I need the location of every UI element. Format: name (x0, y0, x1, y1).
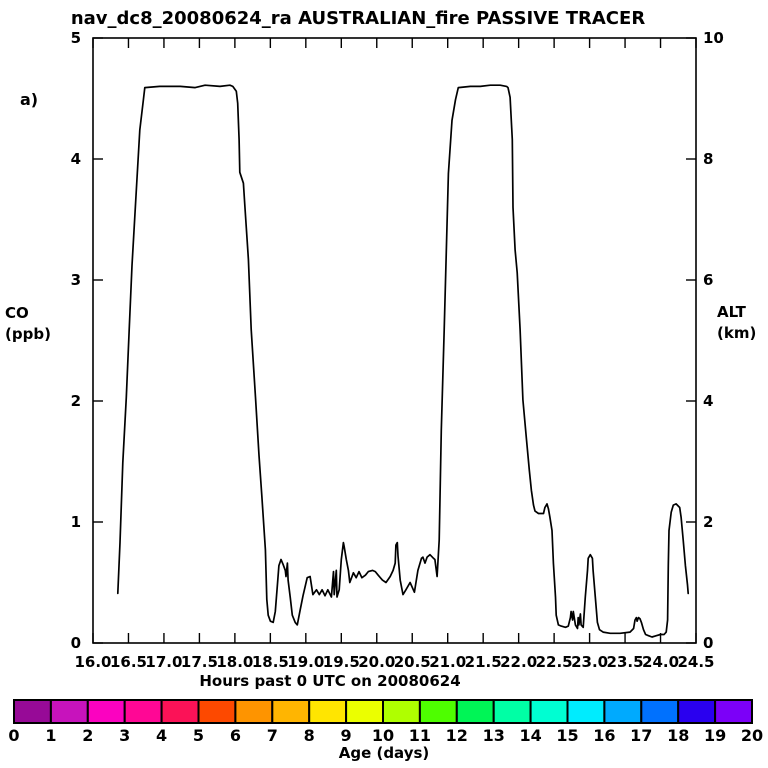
x-tick-label: 19.5 (323, 653, 360, 671)
x-tick-label: 18.0 (216, 653, 253, 671)
y-left-tick-label: 3 (71, 271, 81, 289)
y-right-tick-label: 6 (703, 271, 713, 289)
colorbar-tick-label: 9 (341, 726, 352, 745)
colorbar-segment (566, 699, 606, 724)
colorbar-segment (382, 699, 421, 724)
x-tick-label: 20.5 (394, 653, 431, 671)
y-axis-title-right-line1: ALT (717, 303, 746, 321)
x-tick-label: 24.0 (642, 653, 679, 671)
x-tick-label: 16.0 (74, 653, 111, 671)
x-tick-label: 17.5 (181, 653, 218, 671)
x-tick-label: 18.5 (252, 653, 289, 671)
colorbar-segment (308, 699, 348, 724)
colorbar-segment (86, 699, 126, 724)
colorbar-tick-label: 3 (119, 726, 130, 745)
x-tick-label: 22.5 (536, 653, 573, 671)
x-tick-label: 23.5 (607, 653, 644, 671)
colorbar-tick-label: 13 (483, 726, 505, 745)
colorbar-tick-label: 12 (446, 726, 468, 745)
x-tick-label: 21.5 (465, 653, 502, 671)
x-tick-label: 17.0 (145, 653, 182, 671)
x-tick-label: 16.5 (110, 653, 147, 671)
colorbar-title: Age (days) (338, 744, 430, 762)
y-left-tick-label: 5 (71, 29, 81, 47)
colorbar-segment (455, 699, 495, 724)
colorbar-segment (123, 699, 163, 724)
y-left-tick-label: 4 (71, 150, 81, 168)
colorbar-segment (197, 699, 237, 724)
colorbar-tick-label: 2 (82, 726, 93, 745)
plot-frame (92, 37, 697, 644)
y-axis-title-left-line2: (ppb) (5, 325, 51, 343)
colorbar-segment (49, 699, 89, 724)
colorbar-segment (714, 699, 753, 724)
colorbar-segment (160, 699, 200, 724)
y-axis-title-right: ALT (km) (717, 302, 756, 344)
x-tick-label: 21.0 (429, 653, 466, 671)
colorbar-segment (529, 699, 569, 724)
y-right-tick-label: 4 (703, 392, 713, 410)
x-axis-title: Hours past 0 UTC on 20080624 (199, 672, 461, 690)
colorbar-tick-label: 5 (193, 726, 204, 745)
colorbar-segment (640, 699, 680, 724)
y-right-tick-label: 10 (703, 29, 724, 47)
colorbar-tick-label: 7 (267, 726, 278, 745)
colorbar-tick-label: 14 (519, 726, 541, 745)
colorbar-tick-label: 10 (372, 726, 394, 745)
y-right-tick-label: 8 (703, 150, 713, 168)
plot-title: nav_dc8_20080624_ra AUSTRALIAN_fire PASS… (70, 8, 646, 29)
y-axis-title-left-line1: CO (5, 304, 29, 322)
colorbar-segment (418, 699, 458, 724)
x-tick-label: 22.0 (500, 653, 537, 671)
colorbar-tick-label: 11 (409, 726, 431, 745)
colorbar-segment (271, 699, 311, 724)
x-tick-label: 24.5 (677, 653, 714, 671)
colorbar-tick-label: 18 (667, 726, 689, 745)
y-left-tick-label: 2 (71, 392, 81, 410)
colorbar-tick-label: 1 (45, 726, 56, 745)
colorbar-tick-label: 17 (630, 726, 652, 745)
colorbar-tick-label: 4 (156, 726, 167, 745)
y-left-tick-label: 1 (71, 513, 81, 531)
colorbar-segment (234, 699, 274, 724)
colorbar-segment (677, 699, 717, 724)
co-trace-line (116, 84, 690, 638)
panel-label: a) (20, 90, 39, 109)
colorbar-tick-label: 16 (593, 726, 615, 745)
y-axis-title-right-line2: (km) (717, 324, 757, 342)
y-right-tick-label: 0 (703, 634, 713, 652)
x-tick-label: 23.0 (571, 653, 608, 671)
y-left-tick-label: 0 (71, 634, 81, 652)
colorbar-segment (492, 699, 532, 724)
colorbar-tick-label: 20 (741, 726, 763, 745)
colorbar-tick-label: 8 (304, 726, 315, 745)
x-tick-label: 19.0 (287, 653, 324, 671)
y-right-tick-label: 2 (703, 513, 713, 531)
colorbar-tick-label: 15 (556, 726, 578, 745)
colorbar-tick-label: 0 (8, 726, 19, 745)
colorbar-tick-label: 6 (230, 726, 241, 745)
colorbar-segment (603, 699, 643, 724)
colorbar-segment (345, 699, 385, 724)
colorbar-tick-label: 19 (704, 726, 726, 745)
x-tick-label: 20.0 (358, 653, 395, 671)
colorbar-segment (13, 699, 52, 724)
y-axis-title-left: CO (ppb) (5, 303, 51, 345)
